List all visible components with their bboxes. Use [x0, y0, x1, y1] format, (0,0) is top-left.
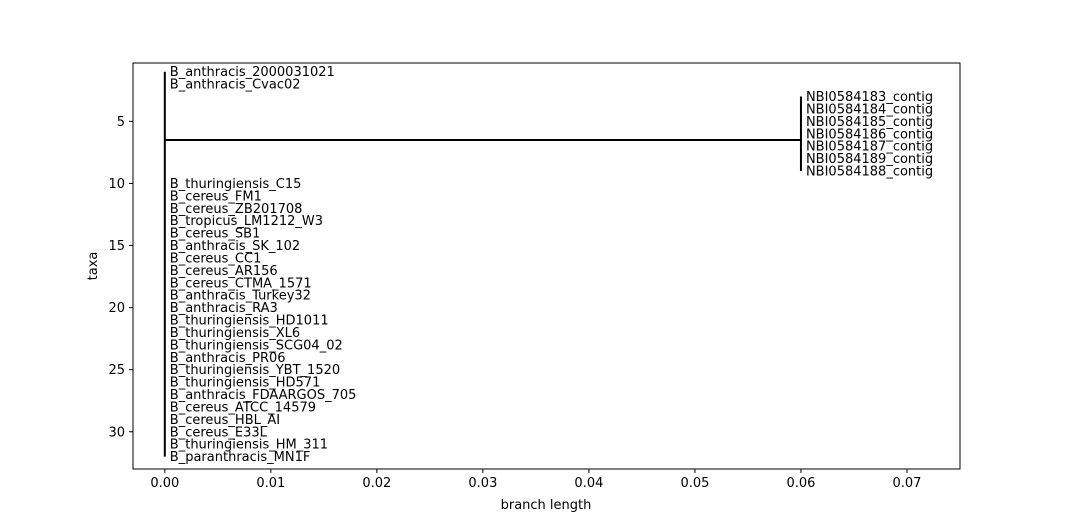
x-axis-label: branch length	[501, 498, 592, 513]
taxon-label: B_cereus_FM1	[170, 189, 262, 204]
x-tick-label: 0.06	[786, 476, 815, 491]
taxon-label: B_anthracis_SK_102	[170, 239, 300, 254]
y-tick-label: 10	[108, 177, 125, 192]
x-tick-label: 0.03	[468, 476, 497, 491]
y-axis-ticks: 5 10 15 20 25 30	[108, 115, 133, 440]
y-tick-label: 30	[108, 425, 125, 440]
taxon-label: B_anthracis_RA3	[170, 301, 278, 316]
x-tick-label: 0.05	[680, 476, 709, 491]
taxon-label: B_thuringiensis_HM_311	[170, 438, 328, 453]
taxon-label: B_anthracis_PR06	[170, 351, 286, 366]
taxon-labels: B_anthracis_2000031021B_anthracis_Cvac02…	[170, 65, 933, 465]
y-tick-label: 25	[108, 363, 125, 378]
taxon-label: B_cereus_CTMA_1571	[170, 276, 312, 291]
taxon-label: B_anthracis_Turkey32	[170, 289, 311, 304]
taxon-label: NBI0584183_contig	[806, 90, 933, 105]
taxon-label: NBI0584184_contig	[806, 102, 933, 117]
taxon-label: B_thuringiensis_HD1011	[170, 314, 329, 329]
x-tick-label: 0.01	[256, 476, 285, 491]
taxon-label: B_thuringiensis_C15	[170, 177, 302, 192]
plot-frame	[132, 62, 961, 470]
x-tick-label: 0.04	[574, 476, 603, 491]
taxon-label: B_thuringiensis_YBT_1520	[170, 363, 340, 378]
taxon-label: B_cereus_SB1	[170, 227, 261, 242]
taxon-label: B_anthracis_FDAARGOS_705	[170, 388, 357, 403]
x-axis-ticks: 0.00 0.01 0.02 0.03 0.04 0.05 0.06 0.07	[150, 469, 921, 491]
taxon-label: NBI0584188_contig	[806, 165, 933, 180]
taxon-label: B_paranthracis_MN1F	[170, 450, 311, 465]
x-tick-label: 0.02	[362, 476, 391, 491]
tree-branches	[163, 71, 802, 457]
y-tick-label: 5	[117, 115, 125, 130]
taxon-label: B_cereus_HBL_AI	[170, 413, 280, 428]
taxon-label: NBI0584189_contig	[806, 152, 933, 167]
taxon-label: B_cereus_AR156	[170, 264, 278, 279]
taxon-label: NBI0584187_contig	[806, 140, 933, 155]
taxon-label: B_thuringiensis_HD571	[170, 376, 321, 391]
taxon-label: NBI0584186_contig	[806, 127, 933, 142]
y-tick-label: 20	[108, 301, 125, 316]
y-axis-label: taxa	[86, 252, 101, 281]
taxon-label: NBI0584185_contig	[806, 115, 933, 130]
taxon-label: B_anthracis_2000031021	[170, 65, 335, 80]
x-tick-label: 0.00	[150, 476, 179, 491]
taxon-label: B_cereus_ATCC_14579	[170, 400, 316, 415]
taxon-label: B_tropicus_LM1212_W3	[170, 214, 323, 229]
taxon-label: B_cereus_CC1	[170, 251, 262, 266]
taxon-label: B_cereus_ZB201708	[170, 202, 303, 217]
y-tick-label: 15	[108, 239, 125, 254]
taxon-label: B_cereus_E33L	[170, 425, 268, 440]
taxon-label: B_anthracis_Cvac02	[170, 78, 301, 93]
x-tick-label: 0.07	[893, 476, 922, 491]
taxon-label: B_thuringiensis_XL6	[170, 326, 300, 341]
taxon-label: B_thuringiensis_SCG04_02	[170, 338, 343, 353]
